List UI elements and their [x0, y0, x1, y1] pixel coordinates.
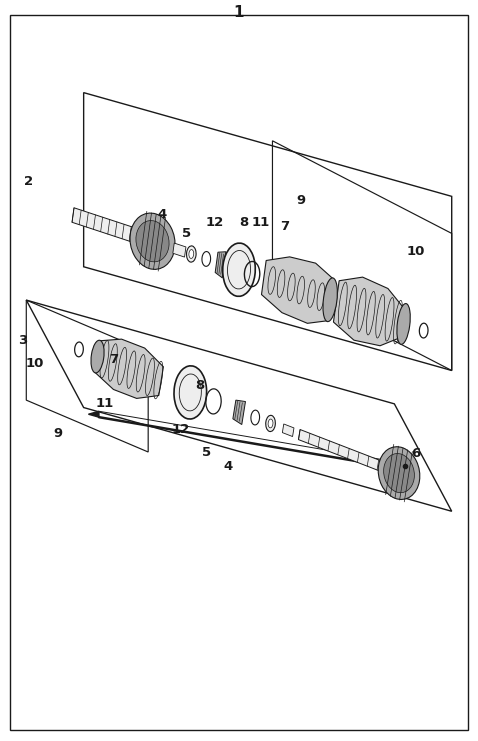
Bar [298, 430, 383, 472]
Text: 9: 9 [296, 193, 306, 207]
Text: 12: 12 [172, 423, 190, 436]
Bar [72, 207, 135, 242]
Text: 4: 4 [158, 208, 167, 222]
Ellipse shape [268, 419, 273, 428]
Ellipse shape [186, 246, 196, 262]
Text: 5: 5 [202, 445, 211, 459]
Text: 7: 7 [280, 219, 289, 233]
Ellipse shape [397, 304, 410, 345]
Ellipse shape [378, 447, 420, 499]
Polygon shape [215, 252, 226, 278]
Text: 12: 12 [206, 216, 224, 229]
Text: 10: 10 [25, 356, 43, 370]
Text: 2: 2 [24, 175, 33, 188]
Ellipse shape [223, 243, 255, 296]
Ellipse shape [189, 250, 194, 259]
Polygon shape [261, 257, 333, 323]
Ellipse shape [174, 366, 206, 419]
Ellipse shape [130, 213, 175, 270]
Text: 8: 8 [239, 216, 249, 229]
Polygon shape [88, 411, 99, 417]
Polygon shape [233, 400, 246, 425]
Polygon shape [95, 339, 163, 399]
Ellipse shape [384, 453, 414, 493]
Text: 8: 8 [195, 379, 205, 392]
Text: 7: 7 [109, 353, 119, 366]
Text: 11: 11 [95, 397, 113, 411]
Bar [393, 462, 402, 468]
Text: 9: 9 [54, 427, 63, 440]
Text: 10: 10 [407, 245, 425, 259]
Text: 3: 3 [18, 334, 28, 348]
Text: 6: 6 [411, 447, 421, 460]
Ellipse shape [266, 416, 275, 431]
Polygon shape [334, 277, 405, 346]
Text: 4: 4 [224, 460, 233, 473]
Ellipse shape [136, 221, 169, 262]
Bar [173, 243, 186, 257]
Bar [282, 424, 294, 436]
Ellipse shape [323, 278, 337, 322]
Text: 11: 11 [251, 216, 270, 229]
Ellipse shape [91, 340, 104, 373]
Text: 5: 5 [182, 227, 191, 240]
Text: 1: 1 [234, 5, 244, 20]
